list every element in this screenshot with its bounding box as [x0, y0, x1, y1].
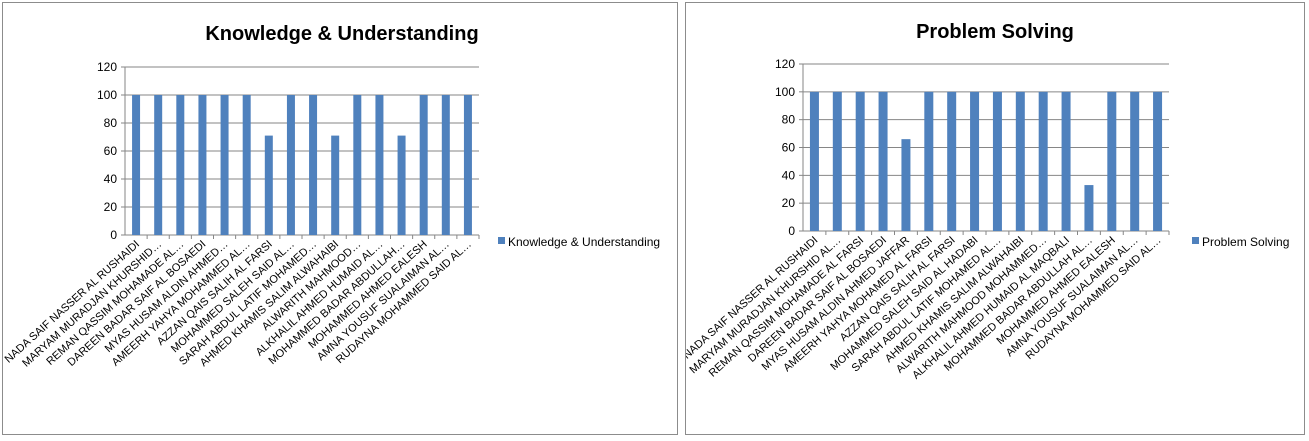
bar	[1015, 91, 1025, 231]
y-tick-label: 100	[775, 85, 795, 99]
y-tick-label: 120	[97, 60, 117, 74]
chart-panel-knowledge: Knowledge & Understanding Knowledge & Un…	[2, 2, 678, 435]
bar	[855, 91, 865, 231]
bar	[832, 91, 842, 231]
bar	[331, 135, 340, 235]
bar	[353, 95, 362, 235]
bar	[970, 91, 980, 231]
bar	[1153, 91, 1163, 231]
chart-panel-problem-solving: Problem Solving Problem Solving 0 20 40 60 8…	[685, 2, 1305, 435]
bar	[419, 95, 428, 235]
y-tick-label: 60	[782, 141, 796, 155]
legend-swatch	[1192, 237, 1199, 244]
y-tick-label: 60	[104, 144, 118, 158]
bar	[176, 95, 185, 235]
bar	[375, 95, 384, 235]
y-tick-label: 100	[97, 88, 117, 102]
legend-swatch	[498, 237, 505, 244]
y-tick-label: 80	[104, 116, 118, 130]
problem-solving-chart: Problem Solving Problem Solving 0 20 40 60 8…	[686, 21, 1289, 382]
bar	[1107, 91, 1117, 231]
bar	[286, 95, 295, 235]
bar	[132, 95, 141, 235]
legend-label: Problem Solving	[1202, 235, 1289, 249]
y-tick-label: 120	[775, 57, 795, 71]
bar	[154, 95, 163, 235]
bar	[901, 139, 911, 231]
bar	[309, 95, 318, 235]
y-tick-label: 0	[788, 224, 795, 238]
bar	[463, 95, 472, 235]
bar	[264, 135, 273, 235]
y-tick-label: 20	[104, 200, 118, 214]
bar	[397, 135, 406, 235]
bar	[441, 95, 450, 235]
bar	[220, 95, 229, 235]
y-tick-label: 20	[782, 196, 796, 210]
bar	[947, 91, 957, 231]
bar	[242, 95, 251, 235]
bar	[924, 91, 934, 231]
bar	[1061, 91, 1071, 231]
bar	[878, 91, 888, 231]
knowledge-understanding-chart: Knowledge & Understanding Knowledge & Un…	[3, 23, 660, 370]
bar	[992, 91, 1002, 231]
y-tick-label: 0	[110, 228, 117, 242]
chart-title: Knowledge & Understanding	[205, 23, 478, 45]
bar	[198, 95, 207, 235]
y-tick-label: 40	[104, 172, 118, 186]
bar	[809, 91, 819, 231]
chart-title: Problem Solving	[916, 21, 1074, 43]
y-tick-label: 80	[782, 113, 796, 127]
legend-label: Knowledge & Understanding	[508, 235, 660, 249]
bar	[1130, 91, 1140, 231]
y-tick-label: 40	[782, 168, 796, 182]
bar	[1084, 185, 1094, 231]
bar	[1038, 91, 1048, 231]
